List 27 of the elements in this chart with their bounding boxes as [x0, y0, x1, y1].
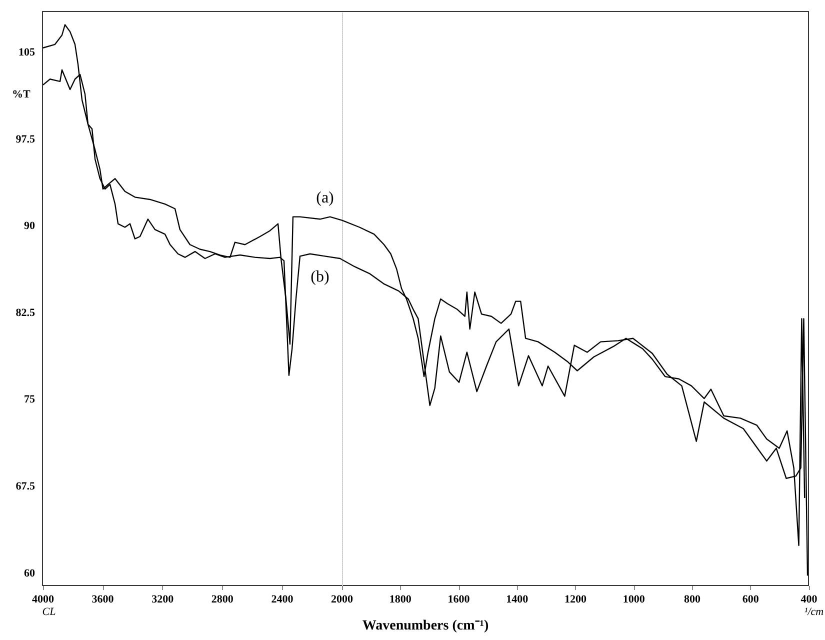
x-tick-label: 400 [800, 594, 818, 606]
x-tick-label: 1800 [389, 594, 412, 606]
x-tick-label: 1400 [506, 594, 529, 606]
x-tick-label: 800 [684, 594, 701, 606]
x-tick-label: 1600 [448, 594, 470, 606]
y-tick-label: 82.5 [16, 306, 36, 319]
x-tick-label: 4000 [32, 594, 54, 606]
y-tick-label: 105 [18, 46, 36, 59]
x-tick-label: 600 [742, 594, 760, 606]
text: CL [42, 606, 56, 618]
x-tick-label: 3200 [152, 594, 174, 606]
x-tick-label: 1000 [622, 594, 646, 606]
x-tick-label: 3600 [92, 594, 114, 606]
y-tick-label: 60 [24, 567, 36, 580]
annotation: (a) [316, 190, 334, 206]
x-tick-label: 2000 [331, 594, 354, 606]
y-axis-title: %T [12, 88, 31, 100]
x-tick-label: 2400 [271, 594, 294, 606]
text: ¹/cm [804, 606, 824, 618]
y-tick-label: 75 [24, 394, 36, 406]
annotation: (b) [310, 268, 330, 286]
x-tick-label: 1200 [564, 594, 587, 606]
y-tick-label: 67.5 [16, 480, 36, 492]
x-tick-label: 2800 [211, 594, 234, 606]
y-tick-label: 90 [24, 220, 36, 232]
x-axis-title: Wavenumbers (cm⁻¹) [362, 618, 489, 634]
y-tick-label: 97.5 [16, 133, 36, 146]
